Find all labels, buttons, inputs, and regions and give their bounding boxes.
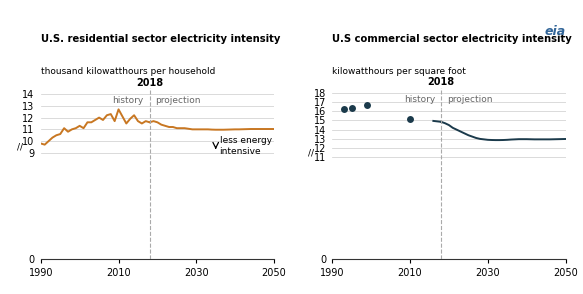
Text: U.S. residential sector electricity intensity: U.S. residential sector electricity inte… bbox=[41, 34, 280, 44]
Text: thousand kilowatthours per household: thousand kilowatthours per household bbox=[41, 67, 215, 76]
Text: 2018: 2018 bbox=[136, 78, 163, 88]
Text: history: history bbox=[404, 95, 436, 104]
Point bbox=[339, 107, 349, 112]
Text: 2018: 2018 bbox=[427, 77, 455, 87]
Text: //: // bbox=[308, 149, 314, 158]
Point bbox=[347, 105, 356, 110]
Text: U.S commercial sector electricity intensity: U.S commercial sector electricity intens… bbox=[332, 34, 572, 44]
Point bbox=[363, 102, 372, 107]
Text: kilowatthours per square foot: kilowatthours per square foot bbox=[332, 67, 466, 76]
Text: projection: projection bbox=[447, 95, 493, 104]
Text: eia: eia bbox=[545, 25, 566, 38]
Point bbox=[405, 116, 415, 121]
Text: //: // bbox=[17, 143, 23, 151]
Text: less energy
intensive: less energy intensive bbox=[220, 136, 272, 156]
Text: projection: projection bbox=[156, 96, 201, 105]
Text: history: history bbox=[113, 96, 144, 105]
